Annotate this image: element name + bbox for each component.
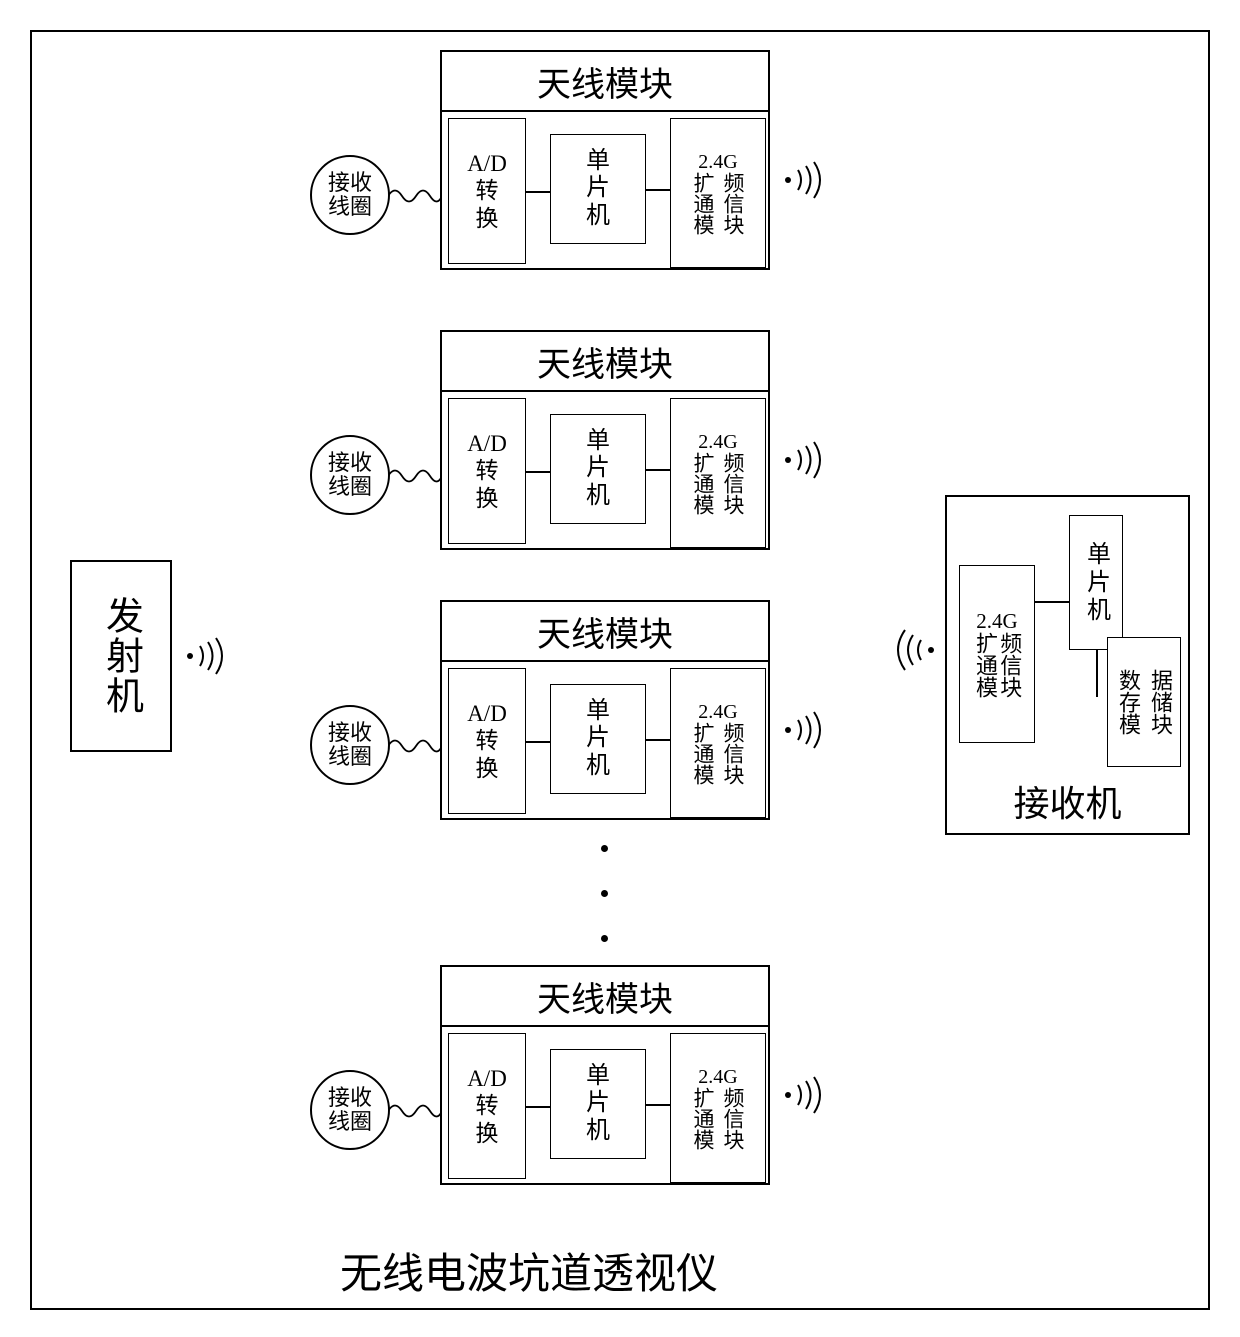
rc-col2: 频信块 <box>997 632 1021 698</box>
module-signal-icon <box>780 440 830 485</box>
dot <box>601 890 608 897</box>
receive-coil: 接收线圈 <box>310 435 390 515</box>
coil-connector <box>388 1100 442 1127</box>
antenna-module: 天线模块A/D转换单片机2.4G扩通模频信块 <box>440 50 770 270</box>
antenna-module-title: 天线模块 <box>442 602 768 662</box>
receiver-mcu-label: 单片机 <box>1079 541 1114 625</box>
mcu-comm-line <box>646 469 670 471</box>
ad-mcu-line <box>526 471 550 473</box>
mcu-box: 单片机 <box>550 134 646 244</box>
rc-col1: 扩通模 <box>973 632 997 698</box>
receiver-label: 接收机 <box>947 775 1188 827</box>
receiver-signal-icon <box>885 628 941 677</box>
mcu-comm-line <box>646 739 670 741</box>
antenna-module-title: 天线模块 <box>442 332 768 392</box>
ad-mcu-line <box>526 741 550 743</box>
mcu-box: 单片机 <box>550 684 646 794</box>
coil-connector <box>388 735 442 762</box>
mcu-box: 单片机 <box>550 414 646 524</box>
receiver-comm-rest: 扩通模 频信块 <box>973 632 1021 698</box>
coil-connector <box>388 185 442 212</box>
dot <box>601 935 608 942</box>
mcu-comm-line <box>646 189 670 191</box>
module-signal-icon <box>780 1075 830 1120</box>
ad-mcu-line <box>526 191 550 193</box>
transmitter-box: 发射机 <box>70 560 172 752</box>
main-title: 无线电波坑道透视仪 <box>340 1240 718 1301</box>
receive-coil: 接收线圈 <box>310 1070 390 1150</box>
ellipsis-dots <box>601 845 608 942</box>
module-signal-icon <box>780 160 830 205</box>
rs-col1: 数存模 <box>1112 669 1144 735</box>
comm-module-box: 2.4G扩通模频信块 <box>670 398 766 548</box>
ad-mcu-line <box>526 1106 550 1108</box>
antenna-module: 天线模块A/D转换单片机2.4G扩通模频信块 <box>440 330 770 550</box>
ad-convert-box: A/D转换 <box>448 668 526 814</box>
receiver-comm-l1: 2.4G <box>976 611 1017 632</box>
antenna-module: 天线模块A/D转换单片机2.4G扩通模频信块 <box>440 965 770 1185</box>
antenna-module: 天线模块A/D转换单片机2.4G扩通模频信块 <box>440 600 770 820</box>
receiver-store-box: 数存模 据储块 <box>1107 637 1181 767</box>
transmitter-signal-icon <box>182 636 232 681</box>
comm-module-box: 2.4G扩通模频信块 <box>670 1033 766 1183</box>
mcu-box: 单片机 <box>550 1049 646 1159</box>
ad-convert-box: A/D转换 <box>448 398 526 544</box>
transmitter-label: 发射机 <box>94 596 149 716</box>
ad-convert-box: A/D转换 <box>448 118 526 264</box>
receive-coil: 接收线圈 <box>310 155 390 235</box>
receive-coil: 接收线圈 <box>310 705 390 785</box>
ad-convert-box: A/D转换 <box>448 1033 526 1179</box>
dot <box>601 845 608 852</box>
comm-module-box: 2.4G扩通模频信块 <box>670 668 766 818</box>
mcu-comm-line <box>646 1104 670 1106</box>
receiver-mcu-box: 单片机 <box>1069 515 1123 650</box>
receiver-box: 2.4G 扩通模 频信块 单片机 数存模 据储块 接收机 <box>945 495 1190 835</box>
rs-col2: 据储块 <box>1144 669 1176 735</box>
coil-connector <box>388 465 442 492</box>
comm-module-box: 2.4G扩通模频信块 <box>670 118 766 268</box>
module-signal-icon <box>780 710 830 755</box>
antenna-module-title: 天线模块 <box>442 52 768 112</box>
antenna-module-title: 天线模块 <box>442 967 768 1027</box>
receiver-comm-box: 2.4G 扩通模 频信块 <box>959 565 1035 743</box>
